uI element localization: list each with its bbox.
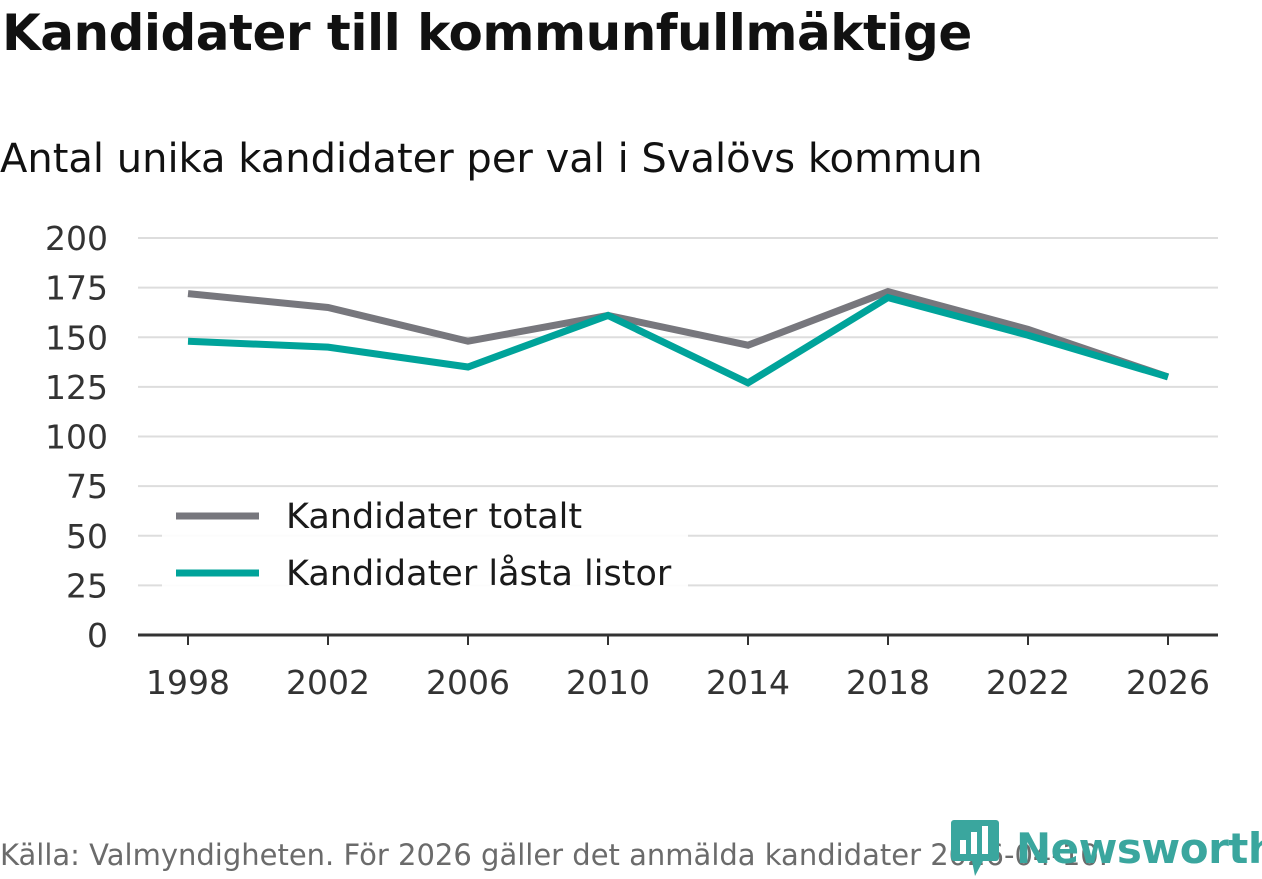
y-tick-label: 0 [87,616,108,655]
newsworthy-logo: Newsworthy [950,818,1262,878]
y-tick-label: 150 [45,318,108,357]
line-chart: 0 25 50 75 100 125 150 175 200 1998 2002 2006 2010 2… [45,219,1218,702]
y-tick-label: 75 [66,467,108,506]
y-tick-label: 100 [45,418,108,457]
y-tick-label: 200 [45,219,108,258]
series-line-kandidater-lasta-listor [187,293,1169,387]
chart-title: Kandidater till kommunfullmäktige [2,4,972,62]
y-tick-label: 50 [66,517,108,556]
y-axis-labels: 0 25 50 75 100 125 150 175 200 [45,219,108,655]
y-tick-label: 175 [45,269,108,308]
x-tick-label: 2018 [846,663,930,702]
x-tick-label: 2022 [986,663,1070,702]
x-tick-label: 1998 [146,663,230,702]
series-line-kandidater-totalt [187,287,1170,381]
legend-label: Kandidater låsta listor [286,553,672,594]
newsworthy-logo-text: Newsworthy [1016,823,1262,873]
legend: Kandidater totalt Kandidater låsta listor [162,488,688,600]
x-tick-label: 2006 [426,663,510,702]
series-lines [187,287,1170,387]
y-tick-label: 25 [66,566,108,605]
legend-background [162,488,688,600]
newsworthy-logo-icon [951,820,999,876]
chart-subtitle: Antal unika kandidater per val i Svalövs… [0,136,983,182]
x-tick-label: 2026 [1126,663,1210,702]
gridlines [138,237,1218,587]
source-note: Källa: Valmyndigheten. För 2026 gäller d… [0,838,1108,872]
x-axis [138,633,1218,645]
x-tick-label: 2014 [706,663,790,702]
y-tick-label: 125 [45,368,108,407]
x-axis-labels: 1998 2002 2006 2010 2014 2018 2022 2026 [146,663,1210,702]
x-tick-label: 2010 [566,663,650,702]
legend-label: Kandidater totalt [286,497,582,537]
x-tick-label: 2002 [286,663,370,702]
